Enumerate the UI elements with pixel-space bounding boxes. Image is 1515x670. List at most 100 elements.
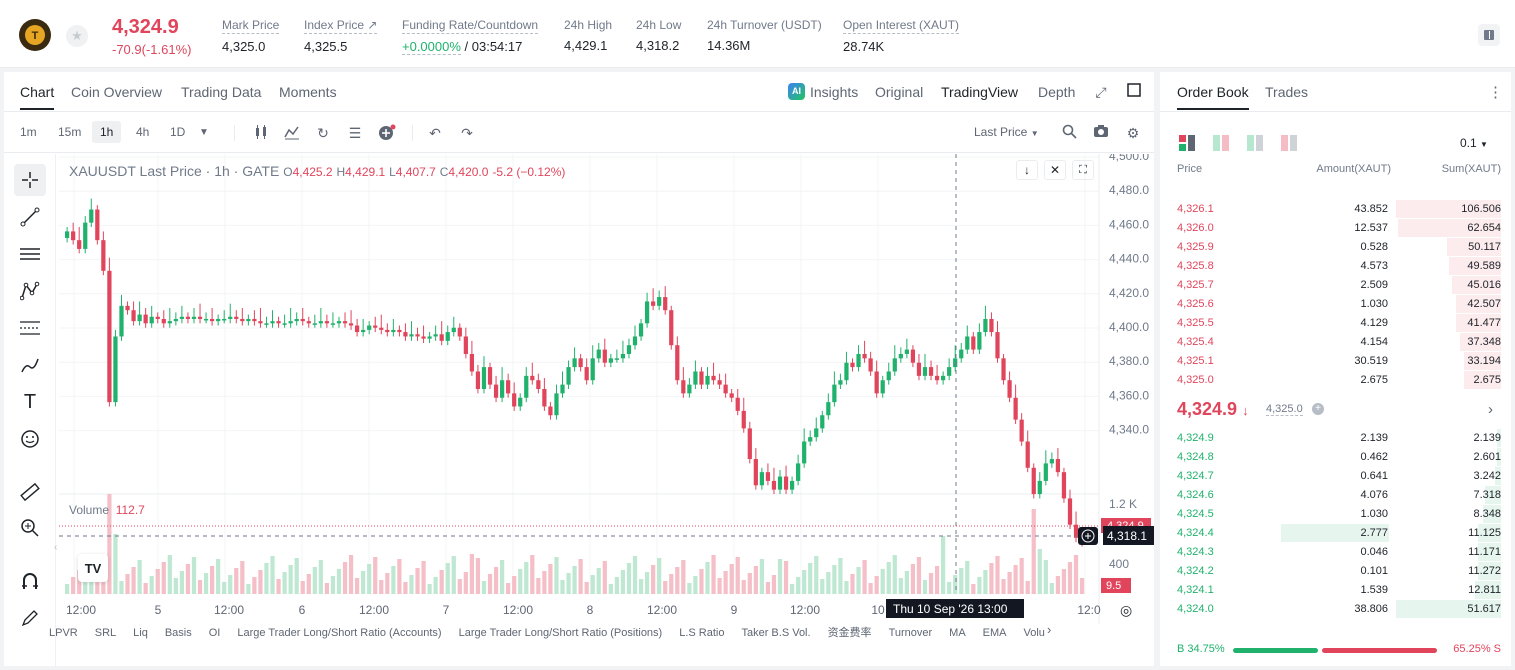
indicator-8[interactable]: Taker B.S Vol. <box>741 627 811 639</box>
indicator-12[interactable]: EMA <box>982 627 1007 639</box>
volume-bar <box>191 557 197 594</box>
bid-row[interactable]: 4,324.0 38.806 51.617 <box>1160 600 1511 619</box>
tab-depth[interactable]: Depth <box>1038 84 1076 100</box>
ai-insights-icon[interactable]: AI <box>788 83 805 100</box>
bid-row[interactable]: 4,324.6 4.076 7.318 <box>1160 486 1511 505</box>
timeframe-15m[interactable]: 15m <box>58 125 82 139</box>
bid-row[interactable]: 4,324.4 2.777 11.125 <box>1160 524 1511 543</box>
indicator-1[interactable]: SRL <box>94 627 117 639</box>
ask-row[interactable]: 4,326.0 12.537 62.654 <box>1160 219 1511 238</box>
redo-icon[interactable]: ↷ <box>461 125 473 141</box>
book-icon[interactable] <box>1478 24 1500 46</box>
tab-tradingview[interactable]: TradingView <box>941 84 1019 100</box>
tab-coin-overview[interactable]: Coin Overview <box>71 84 163 100</box>
view-split-icon[interactable] <box>1213 135 1229 151</box>
candle-body <box>125 305 130 311</box>
emoji-tool-icon[interactable] <box>14 423 46 455</box>
bid-row[interactable]: 4,324.5 1.030 8.348 <box>1160 505 1511 524</box>
indicator-2[interactable]: Liq <box>133 627 148 639</box>
timeframe-1h[interactable]: 1h <box>92 121 122 143</box>
view-bids-icon[interactable] <box>1247 135 1263 151</box>
ask-row[interactable]: 4,326.1 43.852 106.506 <box>1160 200 1511 219</box>
brush-tool-icon[interactable] <box>14 349 46 381</box>
tab-chart[interactable]: Chart <box>20 84 55 110</box>
indicator-9[interactable]: 资金费率 <box>827 627 872 639</box>
more-options-icon[interactable]: ⋮ <box>1488 84 1503 101</box>
indicator-6[interactable]: Large Trader Long/Short Ratio (Positions… <box>458 627 663 639</box>
tab-trading-data[interactable]: Trading Data <box>181 84 262 100</box>
horizontal-lines-tool-icon[interactable] <box>14 238 46 270</box>
view-both-icon[interactable] <box>1179 135 1195 151</box>
magnet-tool-icon[interactable] <box>14 566 46 598</box>
collapse-tools-icon[interactable]: ‹ <box>54 542 58 553</box>
candlestick-chart[interactable]: 4,500.0 4,480.0 4,460.0 4,440.0 4,420.0 4,400… <box>59 154 1154 624</box>
settings-gear-icon[interactable]: ⚙ <box>1126 125 1140 141</box>
stat-index-price[interactable]: Index Price ↗ 4,325.5 <box>304 18 378 54</box>
zoom-in-tool-icon[interactable] <box>14 512 46 544</box>
indicator-11[interactable]: MA <box>949 627 966 639</box>
window-icon[interactable] <box>1125 83 1143 101</box>
precision-select[interactable]: 0.1 ▼ <box>1460 136 1488 150</box>
text-tool-icon[interactable]: T <box>23 390 37 413</box>
chart-settings-icon[interactable]: ◎ <box>1120 602 1133 618</box>
indicator-bar-next-icon[interactable]: › <box>1047 622 1052 637</box>
collapse-icon[interactable]: ✕ <box>1044 160 1066 180</box>
indicator-10[interactable]: Turnover <box>888 627 933 639</box>
ruler-tool-icon[interactable] <box>14 476 46 508</box>
ask-row[interactable]: 4,325.0 2.675 2.675 <box>1160 371 1511 390</box>
timeframe-1d[interactable]: 1D <box>170 125 186 139</box>
indicator-13[interactable]: Volu <box>1023 627 1045 639</box>
arrow-down-icon[interactable]: ↓ <box>1016 160 1038 180</box>
indicator-7[interactable]: L.S Ratio <box>679 627 725 639</box>
bid-row[interactable]: 4,324.7 0.641 3.242 <box>1160 467 1511 486</box>
drawing-tools-sidebar: T <box>4 154 56 666</box>
indicator-3[interactable]: Basis <box>164 627 192 639</box>
tab-trades[interactable]: Trades <box>1265 84 1309 100</box>
last-price-selector[interactable]: Last Price ▼ <box>974 125 1039 139</box>
volume-bar <box>167 555 172 594</box>
bid-row[interactable]: 4,324.8 0.462 2.601 <box>1160 448 1511 467</box>
add-alert-icon[interactable] <box>378 124 396 142</box>
indicator-5[interactable]: Large Trader Long/Short Ratio (Accounts) <box>237 627 442 639</box>
bid-row[interactable]: 4,324.9 2.139 2.139 <box>1160 429 1511 448</box>
search-icon[interactable] <box>1060 124 1078 142</box>
bid-row[interactable]: 4,324.1 1.539 12.811 <box>1160 581 1511 600</box>
trend-line-tool-icon[interactable] <box>14 201 46 233</box>
camera-icon[interactable] <box>1092 124 1110 142</box>
volume-bar <box>741 580 746 594</box>
timeframe-4h[interactable]: 4h <box>136 125 150 139</box>
timeframe-dropdown-icon[interactable]: ▼ <box>199 127 209 138</box>
ask-row[interactable]: 4,325.9 0.528 50.117 <box>1160 238 1511 257</box>
tab-moments[interactable]: Moments <box>279 84 337 100</box>
ask-row[interactable]: 4,325.6 1.030 42.507 <box>1160 295 1511 314</box>
ask-row[interactable]: 4,325.1 30.519 33.194 <box>1160 352 1511 371</box>
view-asks-icon[interactable] <box>1281 135 1297 151</box>
templates-icon[interactable]: ☰ <box>348 125 362 141</box>
favorite-star-icon[interactable]: ★ <box>66 25 88 47</box>
pattern-tool-icon[interactable] <box>14 275 46 307</box>
ask-row[interactable]: 4,325.5 4.129 41.477 <box>1160 314 1511 333</box>
candle-type-icon[interactable] <box>252 124 270 142</box>
timeframe-1m[interactable]: 1m <box>20 125 37 139</box>
tab-original[interactable]: Original <box>875 84 924 100</box>
tab-order-book[interactable]: Order Book <box>1177 84 1249 110</box>
crosshair-tool-icon[interactable] <box>14 164 46 196</box>
fib-tool-icon[interactable] <box>14 312 46 344</box>
ask-row[interactable]: 4,325.8 4.573 49.589 <box>1160 257 1511 276</box>
fullscreen-icon[interactable]: ⛶ <box>1072 160 1094 180</box>
bid-row[interactable]: 4,324.3 0.046 11.171 <box>1160 543 1511 562</box>
replay-icon[interactable]: ↻ <box>317 125 329 141</box>
indicator-0[interactable]: LPVR <box>49 627 78 639</box>
chevron-right-icon[interactable]: › <box>1488 401 1493 418</box>
mark-info-icon[interactable]: + <box>1312 403 1324 415</box>
undo-icon[interactable]: ↶ <box>429 125 441 141</box>
expand-icon[interactable]: ⤢ <box>1095 84 1107 100</box>
bid-row[interactable]: 4,324.2 0.101 11.272 <box>1160 562 1511 581</box>
tab-insights[interactable]: Insights <box>810 84 859 100</box>
indicators-icon[interactable] <box>283 124 301 142</box>
ask-row[interactable]: 4,325.4 4.154 37.348 <box>1160 333 1511 352</box>
indicator-4[interactable]: OI <box>208 627 221 639</box>
tradingview-logo-icon[interactable]: TV <box>78 554 108 582</box>
ask-row[interactable]: 4,325.7 2.509 45.016 <box>1160 276 1511 295</box>
pencil-lock-tool-icon[interactable] <box>14 602 46 634</box>
